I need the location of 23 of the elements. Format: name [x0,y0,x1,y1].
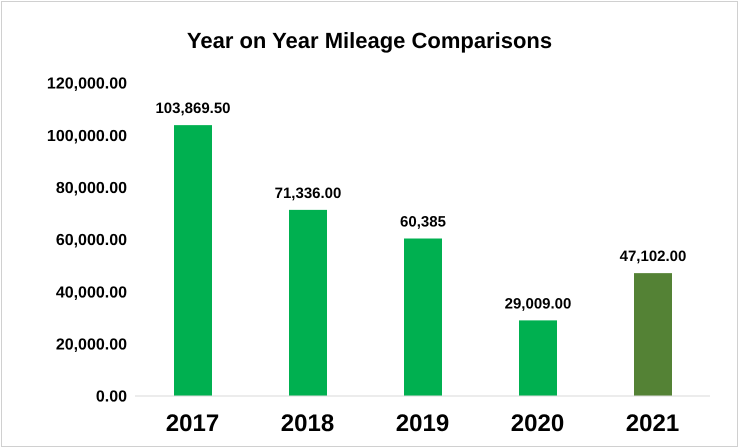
data-label: 29,009.00 [504,295,572,312]
data-label: 71,336.00 [274,184,342,202]
bar [289,210,327,396]
bar [634,273,672,396]
y-tick-label: 100,000.00 [46,128,128,145]
bar [519,320,557,396]
bar [404,238,442,396]
y-tick-label: 80,000.00 [56,180,128,198]
bar [174,125,212,396]
y-tick-label: 120,000.00 [46,76,128,93]
chart-title: Year on Year Mileage Comparisons [186,28,554,54]
y-tick-label: 0.00 [96,388,128,406]
x-tick-label: 2019 [396,410,450,438]
data-label: 47,102.00 [620,248,686,266]
data-label: 60,385 [400,213,446,230]
x-tick-label: 2017 [166,410,220,438]
y-tick-label: 60,000.00 [56,232,128,250]
y-tick-label: 20,000.00 [56,336,128,354]
x-tick-label: 2020 [510,410,564,438]
y-tick-label: 40,000.00 [56,284,128,302]
x-tick-label: 2021 [626,410,680,438]
x-tick-label: 2018 [280,410,334,438]
data-label: 103,869.50 [155,100,231,118]
